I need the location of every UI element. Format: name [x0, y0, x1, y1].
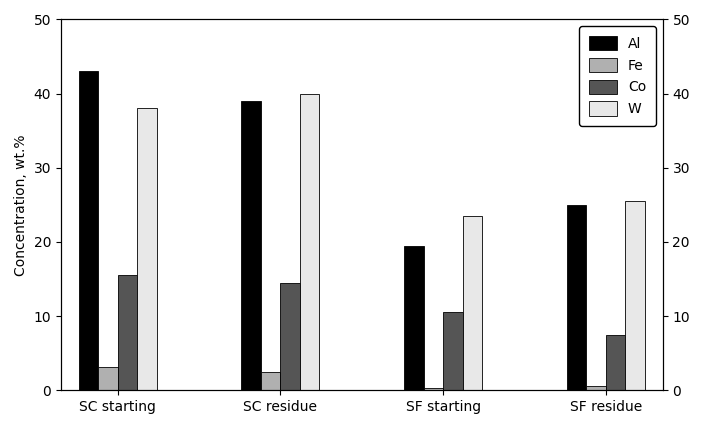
Bar: [79, 71, 99, 390]
Bar: [241, 101, 261, 390]
Bar: [118, 275, 137, 390]
Bar: [443, 312, 463, 390]
Bar: [586, 386, 606, 390]
Bar: [99, 367, 118, 390]
Bar: [404, 246, 424, 390]
Bar: [606, 335, 625, 390]
Bar: [567, 205, 586, 390]
Bar: [300, 94, 320, 390]
Bar: [261, 372, 280, 390]
Bar: [137, 108, 157, 390]
Bar: [625, 201, 645, 390]
Bar: [463, 216, 482, 390]
Bar: [280, 283, 300, 390]
Legend: Al, Fe, Co, W: Al, Fe, Co, W: [579, 27, 656, 126]
Bar: [424, 388, 443, 390]
Y-axis label: Concentration, wt.%: Concentration, wt.%: [14, 134, 28, 276]
